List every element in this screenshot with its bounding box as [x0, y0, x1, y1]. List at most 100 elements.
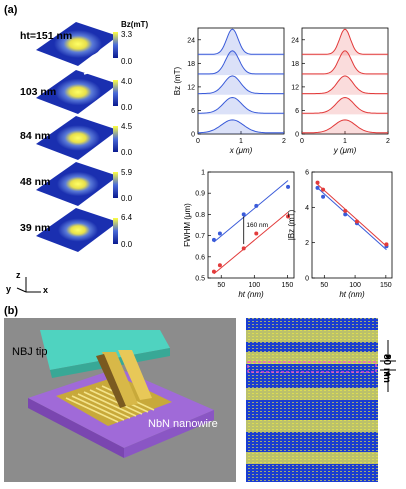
profile-line-1	[302, 96, 388, 114]
profile-fill-0	[302, 119, 388, 134]
x-tick-label: 150	[380, 282, 392, 289]
x-tick-label: 50	[320, 282, 328, 289]
x-tick-label: 50	[217, 282, 225, 289]
map-spot-2	[56, 125, 100, 151]
profile-fill-2	[302, 75, 388, 95]
highlight-box	[247, 361, 377, 373]
colorbar-3	[113, 172, 118, 198]
point-1-4	[286, 214, 291, 219]
profile-fill-1	[198, 97, 284, 115]
profile-line-0	[302, 119, 388, 134]
bz-map-stack	[36, 22, 118, 252]
point-1-2	[343, 208, 348, 213]
point-0-3	[254, 203, 259, 208]
peak-bz-chart: 50 100 150 0 2 4 6 ht (nm) |Bz (mT)	[287, 170, 393, 299]
x-tick-label: 100	[349, 282, 361, 289]
tip-arm-shadow	[96, 354, 126, 408]
profile-line-4	[198, 28, 284, 55]
nbj-schematic	[4, 318, 236, 482]
tip-holder	[40, 330, 170, 370]
y-tick-label: 0.8	[195, 212, 205, 219]
x-tick-label: 1	[343, 138, 347, 145]
tip-label: NBJ tip	[12, 346, 48, 358]
y-tick-label: 6	[295, 108, 299, 115]
x-tick-label: 0	[300, 138, 304, 145]
y-tick-label: 18	[291, 61, 299, 68]
yellow-band-4	[246, 452, 378, 464]
nanowire-array	[65, 385, 155, 423]
x-axis-label: ht (nm)	[238, 290, 264, 299]
colorbar-4	[113, 218, 118, 244]
colorbar-title: Bz(mT)	[121, 20, 149, 29]
fit-line-1	[213, 211, 289, 275]
map-spot-1	[55, 78, 101, 106]
substrate-front	[124, 410, 214, 458]
point-1-0	[315, 180, 320, 185]
point-0-0	[315, 185, 320, 190]
profile-line-2	[198, 75, 284, 95]
point-1-3	[254, 231, 259, 236]
y-tick-label: 4	[305, 205, 309, 212]
point-0-2	[343, 212, 348, 217]
x-tick-label: 150	[282, 282, 294, 289]
panel-label-a: (a)	[4, 4, 18, 16]
height-label-39: 39 nm	[20, 222, 51, 234]
profile-line-3	[302, 50, 388, 75]
y-tick-label: 0	[191, 132, 195, 139]
point-0-2	[241, 212, 246, 217]
point-0-1	[217, 231, 222, 236]
colorbar-max-1: 4.0	[121, 77, 133, 86]
image-bands	[246, 330, 378, 464]
y-axis-label: Bz (mT)	[173, 66, 182, 95]
scale-arrowhead-bottom	[385, 371, 391, 375]
height-label-48: 48 nm	[20, 176, 51, 188]
height-label-151: ht=151 nm	[20, 30, 73, 42]
yellow-band-2	[246, 388, 378, 400]
point-1-1	[321, 187, 326, 192]
map-spot-3	[57, 171, 99, 197]
map-spot-4	[58, 218, 98, 242]
axis-label-z: z	[16, 270, 21, 280]
nanowire-2	[77, 393, 131, 419]
profile-fill-2	[198, 75, 284, 95]
scalebar-label: 0.5 μm	[86, 63, 111, 72]
point-0-4	[286, 184, 291, 189]
fwhm-chart: 50 100 150 0.5 0.6 0.7 0.8 0.9 1 ht (nm) FWHM (μm)…	[183, 170, 295, 299]
y-tick-label: 0.5	[195, 276, 205, 283]
colorbar-max-2: 4.5	[121, 122, 133, 131]
fit-line-1	[317, 183, 387, 247]
colorbar-max-3: 5.9	[121, 168, 133, 177]
profile-fill-4	[302, 29, 388, 56]
x-tick-label: 2	[386, 138, 390, 145]
y-tick-label: 24	[291, 37, 299, 44]
nanowire-0	[65, 397, 119, 423]
point-0-1	[321, 194, 326, 199]
image-scale-label: 80 nm	[381, 354, 392, 383]
fit-line-0	[213, 180, 289, 243]
y-tick-label: 0.6	[195, 254, 205, 261]
axis-triad	[16, 277, 41, 293]
profile-line-0	[198, 119, 284, 134]
x-tick-label: 2	[282, 138, 286, 145]
y-tick-label: 2	[305, 240, 309, 247]
x-axis-label: y (μm)	[333, 146, 357, 155]
profile-fill-4	[198, 29, 284, 56]
yellow-band-3	[246, 420, 378, 432]
y-tick-label: 18	[187, 61, 195, 68]
colorbar-min-2: 0.0	[121, 148, 133, 157]
point-1-3	[354, 219, 359, 224]
y-tick-label: 12	[291, 84, 299, 91]
profile-line-3	[198, 50, 284, 75]
y-tick-label: 1	[201, 170, 205, 177]
colorbar-2	[113, 126, 118, 152]
y-tick-label: 0.7	[195, 233, 205, 240]
profile-fill-1	[302, 97, 388, 115]
nanowire-1	[71, 395, 125, 421]
fit-line-0	[317, 187, 387, 251]
x-tick-label: 1	[239, 138, 243, 145]
y-tick-label: 12	[187, 84, 195, 91]
annotation-label: 160 nm	[246, 222, 268, 229]
